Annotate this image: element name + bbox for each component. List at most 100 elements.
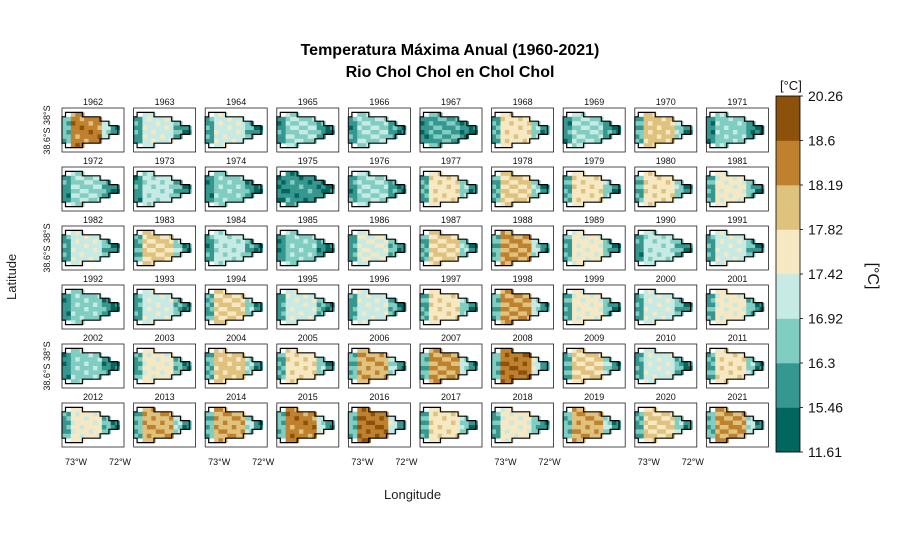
raster-cell bbox=[66, 256, 72, 262]
raster-cell bbox=[464, 184, 470, 190]
raster-cell bbox=[290, 425, 295, 430]
raster-cell bbox=[491, 293, 497, 299]
raster-cell bbox=[70, 261, 76, 266]
raster-cell bbox=[294, 197, 300, 203]
raster-cell bbox=[576, 370, 582, 376]
raster-cell bbox=[656, 357, 662, 362]
raster-cell bbox=[741, 125, 747, 131]
raster-cell bbox=[563, 134, 568, 140]
raster-cell bbox=[88, 193, 94, 199]
raster-cell bbox=[75, 121, 81, 126]
raster-cell bbox=[66, 352, 72, 358]
raster-cell bbox=[665, 374, 671, 380]
raster-cell bbox=[464, 420, 470, 426]
raster-cell bbox=[84, 256, 89, 262]
raster-cell bbox=[451, 352, 456, 358]
raster-cell bbox=[231, 370, 237, 376]
raster-cell bbox=[133, 352, 139, 358]
raster-cell bbox=[576, 407, 582, 413]
raster-cell bbox=[656, 361, 662, 367]
raster-cell bbox=[70, 143, 76, 148]
raster-cell bbox=[446, 374, 452, 380]
raster-cell bbox=[88, 121, 94, 126]
raster-cell bbox=[388, 425, 393, 430]
raster-cell bbox=[710, 252, 716, 258]
raster-cell bbox=[374, 429, 380, 435]
raster-cell bbox=[509, 197, 515, 203]
raster-cell bbox=[66, 370, 72, 376]
raster-cell bbox=[209, 252, 215, 258]
raster-cell bbox=[70, 289, 76, 295]
raster-cell bbox=[110, 361, 116, 367]
raster-cell bbox=[491, 125, 497, 131]
raster-cell bbox=[290, 197, 295, 203]
raster-cell bbox=[643, 307, 649, 312]
raster-cell bbox=[513, 307, 519, 312]
raster-cell bbox=[741, 429, 747, 435]
raster-cell bbox=[88, 315, 94, 321]
raster-cell bbox=[285, 134, 291, 140]
raster-cell bbox=[231, 184, 237, 190]
raster-cell bbox=[366, 411, 371, 417]
raster-cell bbox=[70, 184, 76, 190]
raster-cell bbox=[370, 315, 376, 321]
raster-cell bbox=[589, 125, 595, 131]
raster-cell bbox=[155, 425, 161, 430]
raster-cell bbox=[240, 248, 246, 253]
raster-cell bbox=[348, 416, 354, 421]
panel-1979: 1979 bbox=[562, 156, 626, 212]
raster-cell bbox=[214, 252, 219, 258]
raster-cell bbox=[603, 416, 608, 421]
raster-cell bbox=[62, 175, 67, 181]
raster-cell bbox=[567, 121, 573, 126]
raster-cell bbox=[303, 138, 309, 144]
raster-cell bbox=[459, 184, 465, 190]
raster-cell bbox=[374, 252, 380, 258]
raster-cell bbox=[446, 197, 452, 203]
raster-cell bbox=[276, 293, 282, 299]
raster-cell bbox=[491, 193, 497, 199]
raster-cell bbox=[151, 420, 157, 426]
raster-cell bbox=[84, 239, 89, 244]
raster-cell bbox=[491, 411, 497, 417]
raster-cell bbox=[420, 252, 425, 258]
raster-cell bbox=[173, 121, 179, 126]
raster-cell bbox=[133, 411, 139, 417]
raster-cell bbox=[169, 302, 174, 308]
raster-cell bbox=[133, 184, 139, 190]
raster-cell bbox=[580, 134, 586, 140]
raster-cell bbox=[648, 370, 653, 376]
raster-cell bbox=[290, 193, 295, 199]
raster-cell bbox=[75, 366, 81, 371]
raster-cell bbox=[715, 121, 720, 126]
basin-outline bbox=[133, 288, 190, 326]
raster-cell bbox=[442, 116, 447, 122]
raster-cell bbox=[142, 420, 148, 426]
raster-cell bbox=[379, 125, 385, 131]
raster-cell bbox=[290, 184, 295, 190]
raster-cell bbox=[442, 293, 447, 299]
raster-cell bbox=[446, 311, 452, 317]
raster-cell bbox=[101, 184, 107, 190]
raster-cell bbox=[160, 180, 165, 185]
raster-cell bbox=[214, 256, 219, 262]
raster-cell bbox=[93, 180, 98, 185]
raster-cell bbox=[513, 357, 519, 362]
raster-cell bbox=[379, 234, 385, 240]
raster-cell bbox=[706, 315, 712, 321]
raster-cell bbox=[496, 248, 501, 253]
raster-cell bbox=[567, 357, 573, 362]
raster-cell bbox=[177, 420, 183, 426]
raster-cell bbox=[383, 243, 389, 249]
raster-cell bbox=[710, 239, 716, 244]
raster-cell bbox=[634, 239, 640, 244]
raster-cell bbox=[222, 252, 228, 258]
raster-cell bbox=[303, 239, 309, 244]
raster-cell bbox=[70, 366, 76, 371]
raster-cell bbox=[674, 134, 680, 140]
panel-year-label: 1996 bbox=[369, 274, 389, 284]
raster-cell bbox=[424, 429, 430, 435]
basin-outline bbox=[347, 406, 405, 444]
raster-cell bbox=[231, 429, 237, 435]
raster-cell bbox=[589, 366, 595, 371]
